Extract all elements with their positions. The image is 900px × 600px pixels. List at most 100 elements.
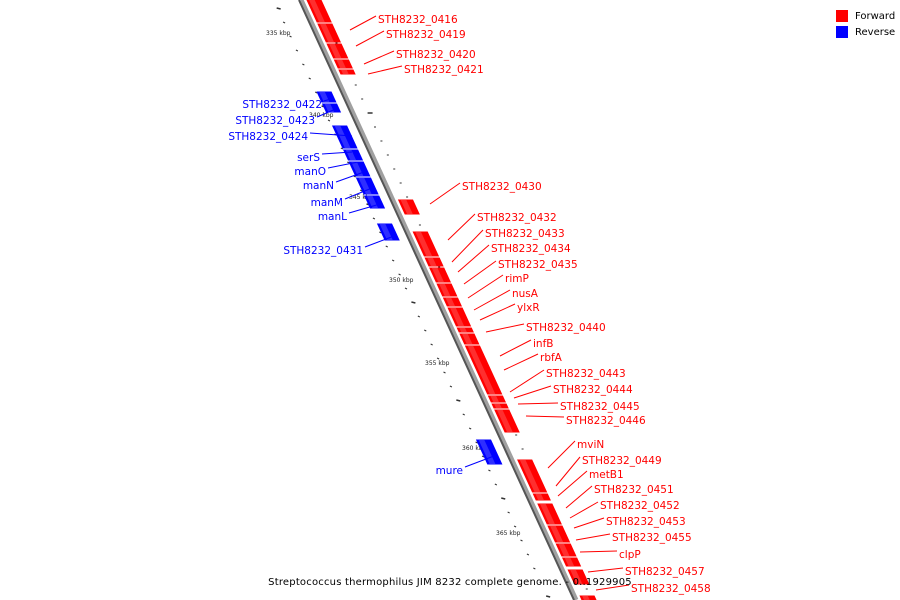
reverse-gene-block-highlight	[324, 104, 335, 112]
forward-leader-line	[485, 323, 525, 333]
tick-mark	[289, 35, 292, 38]
forward-gene-block-highlight	[540, 504, 555, 524]
forward-leader-line	[473, 289, 511, 311]
reverse-leader-line	[327, 161, 359, 169]
tick-mark	[456, 399, 461, 402]
scale-label: 365 kbp	[496, 530, 521, 537]
tick-mark	[282, 21, 286, 24]
forward-gene-block-highlight	[490, 396, 499, 402]
tick-mark	[513, 525, 517, 528]
forward-gene-block-highlight	[320, 24, 334, 42]
reverse-gene-block	[348, 161, 371, 177]
forward-gene-block	[464, 345, 503, 395]
forward-gene-block	[532, 493, 551, 501]
tick-mark	[533, 567, 536, 570]
forward-gene-label: mviN	[577, 439, 604, 451]
reverse-gene-block-highlight	[319, 92, 330, 102]
tick-mark	[314, 91, 318, 94]
forward-gene-block-highlight	[329, 44, 342, 58]
forward-gene-block-highlight	[496, 410, 513, 432]
tick-mark	[302, 63, 305, 66]
scale-label: 335 kbp	[266, 30, 291, 37]
forward-gene-block	[317, 23, 342, 43]
forward-gene-block	[424, 257, 444, 267]
forward-gene-block	[537, 503, 562, 525]
forward-gene-block-highlight	[462, 334, 473, 344]
forward-gene-label: STH8232_0421	[404, 64, 484, 76]
forward-gene-block-highlight	[467, 346, 496, 394]
reverse-gene-label: STH8232_0424	[228, 131, 308, 143]
forward-gene-block	[436, 283, 458, 297]
forward-gene-block	[338, 69, 356, 75]
forward-gene-label: STH8232_0449	[582, 455, 662, 467]
scale-label: 355 kbp	[425, 360, 450, 367]
forward-gene-block	[567, 569, 590, 585]
reverse-gene-block	[316, 91, 337, 103]
tick-mark	[520, 539, 523, 542]
forward-gene-label: rimP	[505, 273, 529, 285]
reverse-leader-line	[316, 107, 339, 118]
forward-gene-label: nusA	[512, 288, 539, 300]
forward-leader-line	[513, 385, 552, 399]
forward-gene-block-highlight	[415, 232, 433, 256]
forward-leader-line	[547, 440, 576, 469]
forward-gene-label: STH8232_0419	[386, 29, 466, 41]
reverse-leader-line	[348, 203, 381, 214]
forward-leader-line	[463, 260, 497, 285]
tick-mark	[468, 427, 472, 430]
scale-label: 345 kbp	[349, 194, 374, 201]
forward-gene-block	[447, 307, 472, 327]
reverse-gene-block	[355, 177, 379, 195]
tick-mark	[295, 49, 299, 52]
forward-gene-block-highlight	[400, 200, 413, 214]
forward-gene-block	[326, 43, 349, 59]
reverse-gene-label: STH8232_0422	[242, 99, 322, 111]
forward-gene-label: STH8232_0416	[378, 14, 458, 26]
forward-gene-block-highlight	[439, 284, 451, 296]
tick-mark	[385, 245, 388, 248]
forward-gene-label: infB	[533, 338, 553, 350]
forward-leader-line	[565, 485, 593, 509]
forward-gene-label: rbfA	[540, 352, 563, 364]
reverse-gene-block-highlight	[379, 224, 393, 240]
forward-leader-line	[479, 303, 516, 321]
forward-gene-block-highlight	[550, 526, 564, 542]
reverse-gene-label: serS	[297, 152, 320, 164]
tick-mark	[481, 455, 485, 458]
forward-gene-label: STH8232_0420	[396, 49, 476, 61]
tick-mark	[308, 77, 311, 80]
forward-leader-line	[569, 501, 599, 519]
tick-mark	[475, 441, 478, 444]
forward-gene-block-highlight	[564, 558, 575, 566]
forward-gene-label: metB1	[589, 469, 624, 481]
reverse-swatch	[836, 26, 848, 38]
gene-features	[306, 0, 597, 600]
tick-mark	[353, 175, 356, 178]
reverse-gene-block-highlight	[478, 440, 496, 464]
reverse-gene-block	[331, 125, 358, 149]
forward-gene-block-highlight	[535, 494, 544, 500]
tick-mark	[488, 469, 491, 472]
forward-gene-block	[412, 231, 440, 257]
forward-gene-block-highlight	[450, 308, 465, 326]
tick-mark	[494, 483, 498, 486]
forward-leader-line	[557, 470, 588, 497]
reverse-gene-label: manN	[303, 180, 334, 192]
forward-leader-line	[367, 65, 403, 75]
forward-gene-label: STH8232_0435	[498, 259, 578, 271]
tick-mark	[391, 259, 395, 262]
tick-mark	[501, 497, 506, 500]
forward-gene-block-highlight	[459, 328, 467, 332]
forward-gene-label: STH8232_0432	[477, 212, 557, 224]
reverse-leader-line	[321, 151, 353, 155]
scale-label: 360 kbp	[462, 445, 487, 452]
tick-mark	[449, 385, 453, 388]
forward-leader-line	[573, 517, 605, 529]
forward-gene-block	[579, 595, 597, 600]
tick-mark	[347, 161, 350, 164]
forward-leader-line	[451, 229, 484, 263]
tick-mark	[424, 329, 427, 332]
legend-label-forward: Forward	[855, 10, 896, 22]
forward-leader-line	[503, 353, 539, 371]
forward-leader-line	[579, 550, 618, 553]
